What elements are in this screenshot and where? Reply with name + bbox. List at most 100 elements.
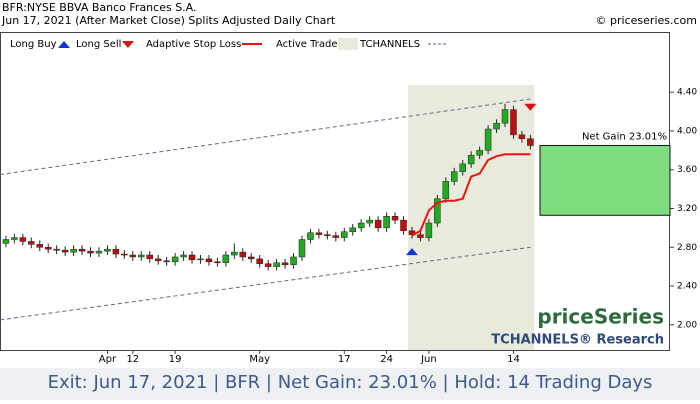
x-tick-label: 12 bbox=[126, 354, 139, 365]
candle-body bbox=[2, 239, 10, 244]
logo: priceSeries bbox=[537, 305, 664, 329]
candle-body bbox=[357, 222, 365, 229]
candle-body bbox=[332, 235, 340, 238]
candle-body bbox=[231, 251, 238, 256]
candle-body bbox=[459, 163, 466, 172]
candle-body bbox=[349, 227, 356, 233]
candle-body bbox=[163, 260, 170, 263]
x-tick-label: 17 bbox=[338, 354, 351, 365]
candle-body bbox=[214, 261, 221, 264]
candle-body bbox=[44, 247, 52, 250]
candle-body bbox=[154, 258, 162, 262]
candle-body bbox=[104, 248, 111, 252]
chart-subtitle: Jun 17, 2021 (After Market Close) Splits… bbox=[1, 14, 336, 27]
candle-body bbox=[366, 219, 373, 224]
candle-body bbox=[146, 254, 153, 260]
candle-body bbox=[374, 219, 382, 229]
copyright: © priceseries.com bbox=[596, 14, 697, 27]
candle-body bbox=[78, 248, 86, 252]
candle-body bbox=[467, 154, 475, 165]
candle-body bbox=[400, 219, 407, 232]
y-tick-label: 3.60 bbox=[677, 165, 697, 175]
candle-body bbox=[501, 109, 509, 124]
candle-body bbox=[307, 232, 314, 240]
candle-body bbox=[180, 254, 187, 258]
y-tick-label: 2.00 bbox=[677, 320, 697, 330]
candle-body bbox=[281, 262, 289, 265]
candle-body bbox=[87, 250, 94, 254]
channel-upper bbox=[0, 98, 531, 176]
legend-label: Long Sell bbox=[76, 39, 121, 50]
candle-body bbox=[138, 254, 145, 258]
candle-body bbox=[451, 171, 458, 182]
x-tick-label: 19 bbox=[169, 354, 182, 365]
candle-body bbox=[273, 262, 280, 267]
y-tick-label: 3.20 bbox=[677, 204, 697, 214]
footer: Exit: Jun 17, 2021 | BFR | Net Gain: 23.… bbox=[48, 372, 653, 393]
legend-icon bbox=[338, 38, 358, 50]
legend-label: Long Buy bbox=[10, 39, 57, 50]
candle-body bbox=[197, 258, 204, 261]
candle-body bbox=[383, 215, 390, 229]
logo-subtitle: TCHANNELS® Research bbox=[491, 333, 664, 348]
plot: 2.00 2.40 2.80 3.20 3.60 4.00 4.40 Apr 12 19 May 17… bbox=[0, 38, 697, 365]
candle-body bbox=[298, 239, 306, 258]
x-tick-label: 24 bbox=[380, 354, 393, 365]
y-tick-label: 2.40 bbox=[677, 282, 697, 292]
candle-body bbox=[290, 256, 297, 265]
candle-body bbox=[518, 134, 526, 139]
candle-body bbox=[391, 215, 399, 221]
legend-label: Adaptive Stop Loss bbox=[146, 39, 241, 50]
candle-body bbox=[36, 244, 44, 248]
x-tick-label: May bbox=[249, 354, 270, 365]
sell-arrow bbox=[524, 103, 537, 111]
legend-label: Active Trade bbox=[276, 39, 338, 50]
channel-lower bbox=[0, 246, 531, 321]
candle-body bbox=[129, 254, 137, 258]
candle-body bbox=[417, 234, 424, 238]
y-tick-label: 4.40 bbox=[677, 88, 697, 98]
legend-icon bbox=[122, 41, 134, 48]
chart-title: BFR:NYSE BBVA Banco Frances S.A. bbox=[2, 1, 197, 14]
x-tick-label: Apr bbox=[99, 354, 117, 365]
candle-body bbox=[70, 248, 77, 253]
candle-body bbox=[28, 241, 35, 245]
candle-body bbox=[188, 254, 196, 261]
candle-body bbox=[205, 258, 213, 263]
candle-body bbox=[239, 251, 247, 258]
net-gain-box bbox=[539, 144, 671, 216]
candle-body bbox=[476, 150, 483, 156]
legend-icon bbox=[58, 41, 70, 48]
y-tick-label: 4.00 bbox=[677, 126, 697, 136]
candle-body bbox=[53, 248, 60, 251]
stop-loss-line bbox=[411, 153, 531, 237]
candle-body bbox=[222, 254, 230, 264]
x-tick-label: 14 bbox=[507, 354, 520, 365]
candle-body bbox=[112, 248, 120, 255]
candle-body bbox=[493, 122, 500, 130]
candle-body bbox=[247, 256, 255, 260]
footer-band bbox=[0, 368, 700, 400]
candle-body bbox=[527, 138, 534, 146]
candle-body bbox=[425, 222, 433, 238]
legend-label: TCHANNELS bbox=[359, 39, 420, 50]
candle-body bbox=[256, 258, 263, 264]
candle-body bbox=[510, 109, 517, 136]
y-tick-label: 2.80 bbox=[677, 243, 697, 253]
candle-body bbox=[19, 237, 27, 242]
candle-body bbox=[95, 250, 103, 254]
candle-body bbox=[171, 256, 179, 263]
candle-body bbox=[442, 181, 450, 200]
candle-body bbox=[121, 253, 128, 256]
candle-body bbox=[315, 232, 323, 235]
candle-body bbox=[11, 237, 18, 240]
candle-body bbox=[264, 263, 272, 267]
candle-body bbox=[434, 198, 441, 224]
candle-body bbox=[61, 249, 69, 253]
candle-body bbox=[484, 128, 492, 151]
net-gain-label: Net Gain 23.01% bbox=[582, 131, 667, 142]
buy-arrow bbox=[405, 248, 418, 256]
x-tick-label: Jun bbox=[420, 354, 437, 365]
candle-body bbox=[324, 234, 331, 236]
